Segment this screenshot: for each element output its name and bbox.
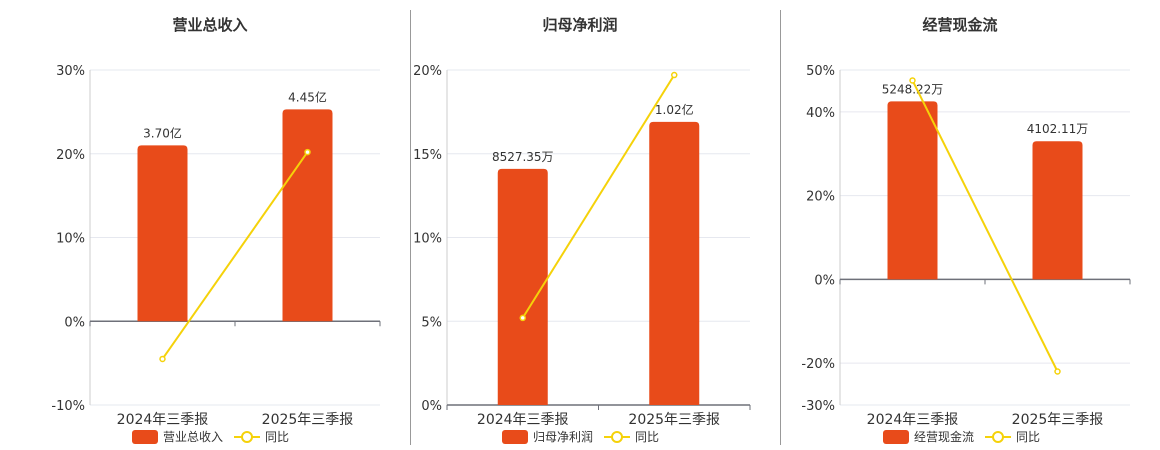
bar (497, 168, 548, 405)
legend-line-label: 同比 (635, 430, 660, 444)
chart-panel-revenue: 营业总收入 30% 20% 10% 0% -10% 3.70亿 2024年三季报 4.45亿 2… (0, 0, 410, 450)
yoy-line (161, 151, 309, 360)
panel-divider (410, 10, 411, 445)
bar (649, 121, 700, 406)
legend-line-label: 同比 (265, 430, 290, 444)
y-tick-label: 30% (56, 64, 85, 79)
y-tick-label: 50% (806, 64, 835, 79)
legend-line-swatch (234, 430, 260, 443)
x-category-label: 2024年三季报 (867, 412, 959, 428)
y-tick-label: 0% (64, 315, 85, 330)
legend-bar-swatch (132, 429, 158, 444)
legend: 归母净利润 同比 (502, 428, 702, 444)
yoy-line (911, 80, 1059, 372)
bar-data-label: 8527.35万 (492, 150, 554, 164)
legend-line-swatch (985, 430, 1011, 443)
y-tick-label: 40% (806, 106, 835, 121)
yoy-line (521, 74, 676, 319)
legend-item-bar[interactable]: 营业总收入 (132, 428, 223, 445)
bar (282, 109, 333, 322)
legend-bar-label: 营业总收入 (163, 430, 224, 444)
y-tick-label: 20% (56, 148, 85, 163)
yoy-point (519, 314, 526, 322)
yoy-point (909, 77, 916, 84)
bar (1032, 141, 1083, 280)
chart-title: 经营现金流 (922, 16, 998, 34)
y-tick-label: 10% (413, 232, 442, 247)
legend-bar-swatch (883, 429, 909, 444)
x-category-label: 2024年三季报 (117, 412, 209, 428)
legend-item-bar[interactable]: 归母净利润 (502, 428, 593, 445)
legend-line-swatch (604, 430, 630, 443)
legend: 营业总收入 同比 (132, 428, 332, 444)
legend-item-line[interactable]: 同比 (234, 428, 289, 445)
y-tick-label: -30% (801, 399, 835, 414)
y-tick-label: 0% (421, 399, 442, 414)
chart-svg-revenue: 30% 20% 10% 0% -10% 3.70亿 2024年三季报 4.45亿 2025年三季… (51, 64, 381, 428)
y-tick-label: 15% (413, 148, 442, 163)
chart-svg-net-profit: 20% 15% 10% 5% 0% 8527.35万 2024年三季报 1.02亿 2025年三… (413, 64, 751, 428)
legend-bar-swatch (502, 429, 528, 444)
x-category-label: 2025年三季报 (1012, 412, 1104, 428)
legend: 经营现金流 同比 (883, 428, 1083, 444)
bar (137, 145, 188, 322)
y-tick-label: -20% (801, 357, 835, 372)
bar (887, 101, 938, 280)
y-tick-label: 10% (56, 232, 85, 247)
chart-panel-net-profit: 归母净利润 20% 15% 10% 5% 0% 8527.35万 2024年三季报 1.02亿… (413, 16, 751, 444)
bar-data-label: 4.45亿 (288, 89, 327, 104)
yoy-point (159, 355, 166, 363)
bar-data-label: 1.02亿 (655, 102, 694, 117)
legend-bar-label: 归母净利润 (533, 430, 594, 444)
panel-divider (780, 10, 781, 445)
y-tick-label: 0% (814, 273, 835, 288)
legend-item-line[interactable]: 同比 (985, 428, 1040, 445)
yoy-point (304, 148, 311, 156)
yoy-point (671, 71, 678, 79)
legend-bar-label: 经营现金流 (914, 430, 975, 444)
bar-data-label: 4102.11万 (1027, 122, 1089, 136)
bar-data-label: 3.70亿 (143, 125, 182, 140)
y-tick-label: -10% (51, 399, 85, 414)
y-tick-label: 20% (413, 64, 442, 79)
legend-item-bar[interactable]: 经营现金流 (883, 428, 974, 445)
legend-line-label: 同比 (1016, 430, 1041, 444)
y-tick-label: 20% (806, 190, 835, 205)
chart-title: 归母净利润 (542, 16, 618, 34)
yoy-point (1054, 368, 1061, 375)
legend-item-line[interactable]: 同比 (604, 428, 659, 445)
x-category-label: 2024年三季报 (477, 412, 569, 428)
bar-data-label: 5248.22万 (882, 82, 944, 96)
chart-title: 营业总收入 (172, 16, 248, 34)
x-category-label: 2025年三季报 (628, 412, 720, 428)
x-category-label: 2025年三季报 (262, 412, 354, 428)
y-tick-label: 5% (421, 315, 442, 330)
